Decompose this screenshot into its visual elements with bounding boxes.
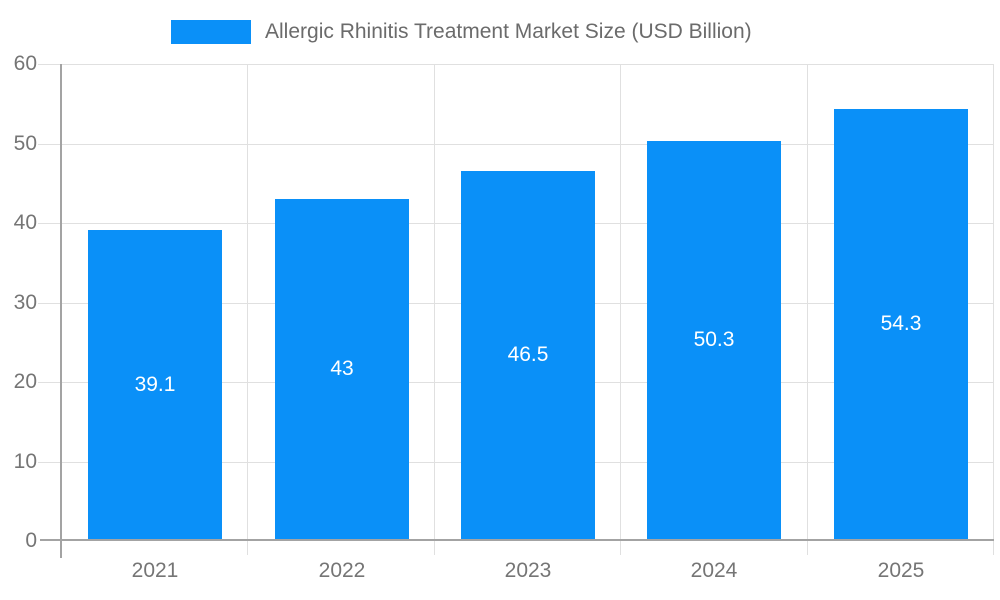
bar-2025[interactable] <box>834 109 968 539</box>
y-axis-tick-label: 20 <box>13 370 37 393</box>
gridline-vertical <box>807 64 808 555</box>
legend-label: Allergic Rhinitis Treatment Market Size … <box>265 20 752 43</box>
y-axis-tick-label: 30 <box>13 291 37 314</box>
x-axis-label-2024: 2024 <box>690 559 738 582</box>
x-axis-label-2022: 2022 <box>318 559 366 582</box>
x-axis-line <box>40 539 994 541</box>
legend-swatch <box>171 20 251 44</box>
y-axis-tick-label: 50 <box>13 132 37 155</box>
bar-2023[interactable] <box>461 171 595 539</box>
bar-value-label: 50.3 <box>693 328 735 351</box>
gridline-horizontal <box>38 144 994 145</box>
y-axis-tick-label: 40 <box>13 211 37 234</box>
bar-value-label: 39.1 <box>134 373 176 396</box>
bar-value-label: 43 <box>330 357 354 380</box>
y-axis-line <box>60 64 62 558</box>
x-axis-label-2025: 2025 <box>877 559 925 582</box>
gridline-vertical <box>434 64 435 555</box>
x-axis-label-2021: 2021 <box>131 559 179 582</box>
gridline-vertical <box>993 64 994 555</box>
bar-2024[interactable] <box>647 141 781 539</box>
x-axis-label-2023: 2023 <box>504 559 552 582</box>
bar-value-label: 54.3 <box>880 312 922 335</box>
y-axis-tick-label: 0 <box>25 529 37 552</box>
bar-2022[interactable] <box>275 199 409 539</box>
y-axis-tick-label: 10 <box>13 450 37 473</box>
gridline-horizontal <box>38 64 994 65</box>
bar-value-label: 46.5 <box>507 343 549 366</box>
gridline-vertical <box>620 64 621 555</box>
legend-item[interactable]: Allergic Rhinitis Treatment Market Size … <box>171 20 752 44</box>
gridline-vertical <box>247 64 248 555</box>
y-axis-tick-label: 60 <box>13 52 37 75</box>
bar-2021[interactable] <box>88 230 222 539</box>
